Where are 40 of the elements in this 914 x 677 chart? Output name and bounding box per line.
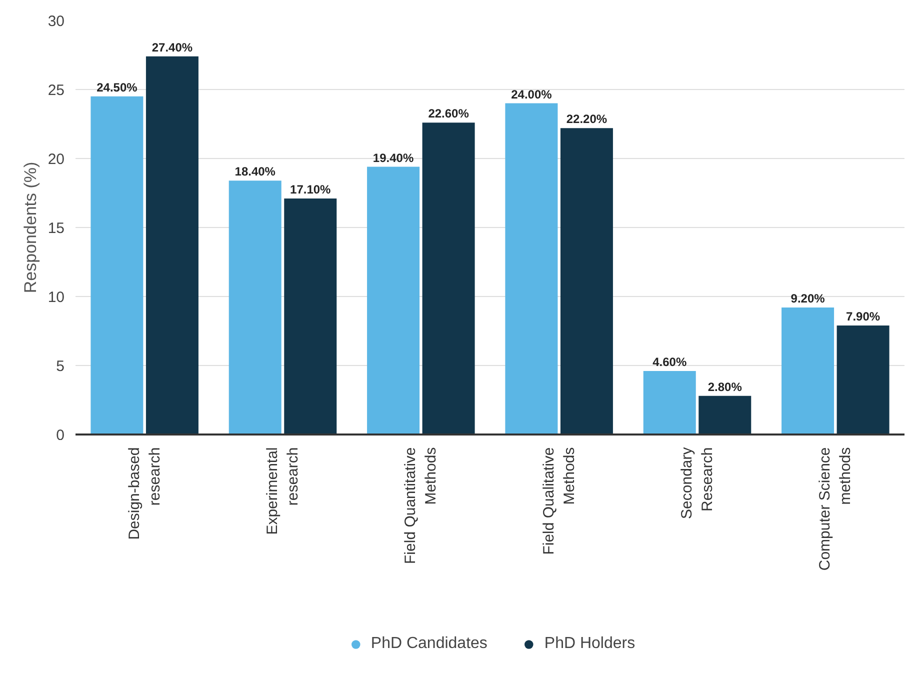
x-tick-label: Experimental research: [264, 447, 302, 535]
bar: [505, 103, 558, 434]
data-label: 2.80%: [708, 380, 742, 394]
y-tick-label: 25: [48, 82, 65, 99]
legend-label: PhD Holders: [544, 635, 636, 653]
data-label: 24.00%: [511, 87, 552, 102]
data-label: 4.60%: [652, 355, 687, 370]
bar: [836, 325, 890, 434]
bar: [422, 122, 475, 434]
bar: [90, 96, 144, 434]
legend-label: PhD Candidates: [370, 635, 488, 653]
bar: [698, 396, 752, 434]
x-tick-label: Design-based research: [126, 447, 164, 540]
data-label: 7.90%: [846, 309, 880, 324]
y-tick-label: 20: [48, 151, 65, 168]
bar: [367, 166, 420, 434]
bar: [782, 308, 834, 434]
y-tick-label: 15: [48, 220, 65, 237]
bar: [284, 198, 337, 434]
x-tick-label: Secondary Research: [678, 446, 716, 519]
data-label: 27.40%: [152, 40, 193, 54]
data-label: 18.40%: [234, 164, 276, 179]
y-tick-label: 5: [56, 358, 64, 375]
x-tick-label: Field Qualitative Methods: [540, 447, 578, 555]
data-label: 19.40%: [372, 150, 414, 165]
data-label: 24.50%: [96, 80, 138, 94]
data-label: 17.10%: [290, 182, 332, 197]
x-tick-label: Field Quantitative Methods: [402, 447, 440, 564]
y-axis-title: Respondents (%): [20, 162, 40, 294]
y-tick-label: 10: [48, 289, 65, 306]
y-tick-label: 30: [48, 13, 65, 30]
bar: [643, 371, 696, 434]
data-label: 9.20%: [790, 292, 826, 306]
bar: [146, 56, 198, 434]
x-tick-label: Computer Science methods: [816, 447, 854, 571]
bar: [560, 128, 613, 434]
y-tick-label: 0: [56, 427, 64, 444]
bar: [228, 180, 282, 434]
data-label: 22.60%: [428, 106, 470, 121]
data-label: 22.20%: [566, 112, 608, 126]
